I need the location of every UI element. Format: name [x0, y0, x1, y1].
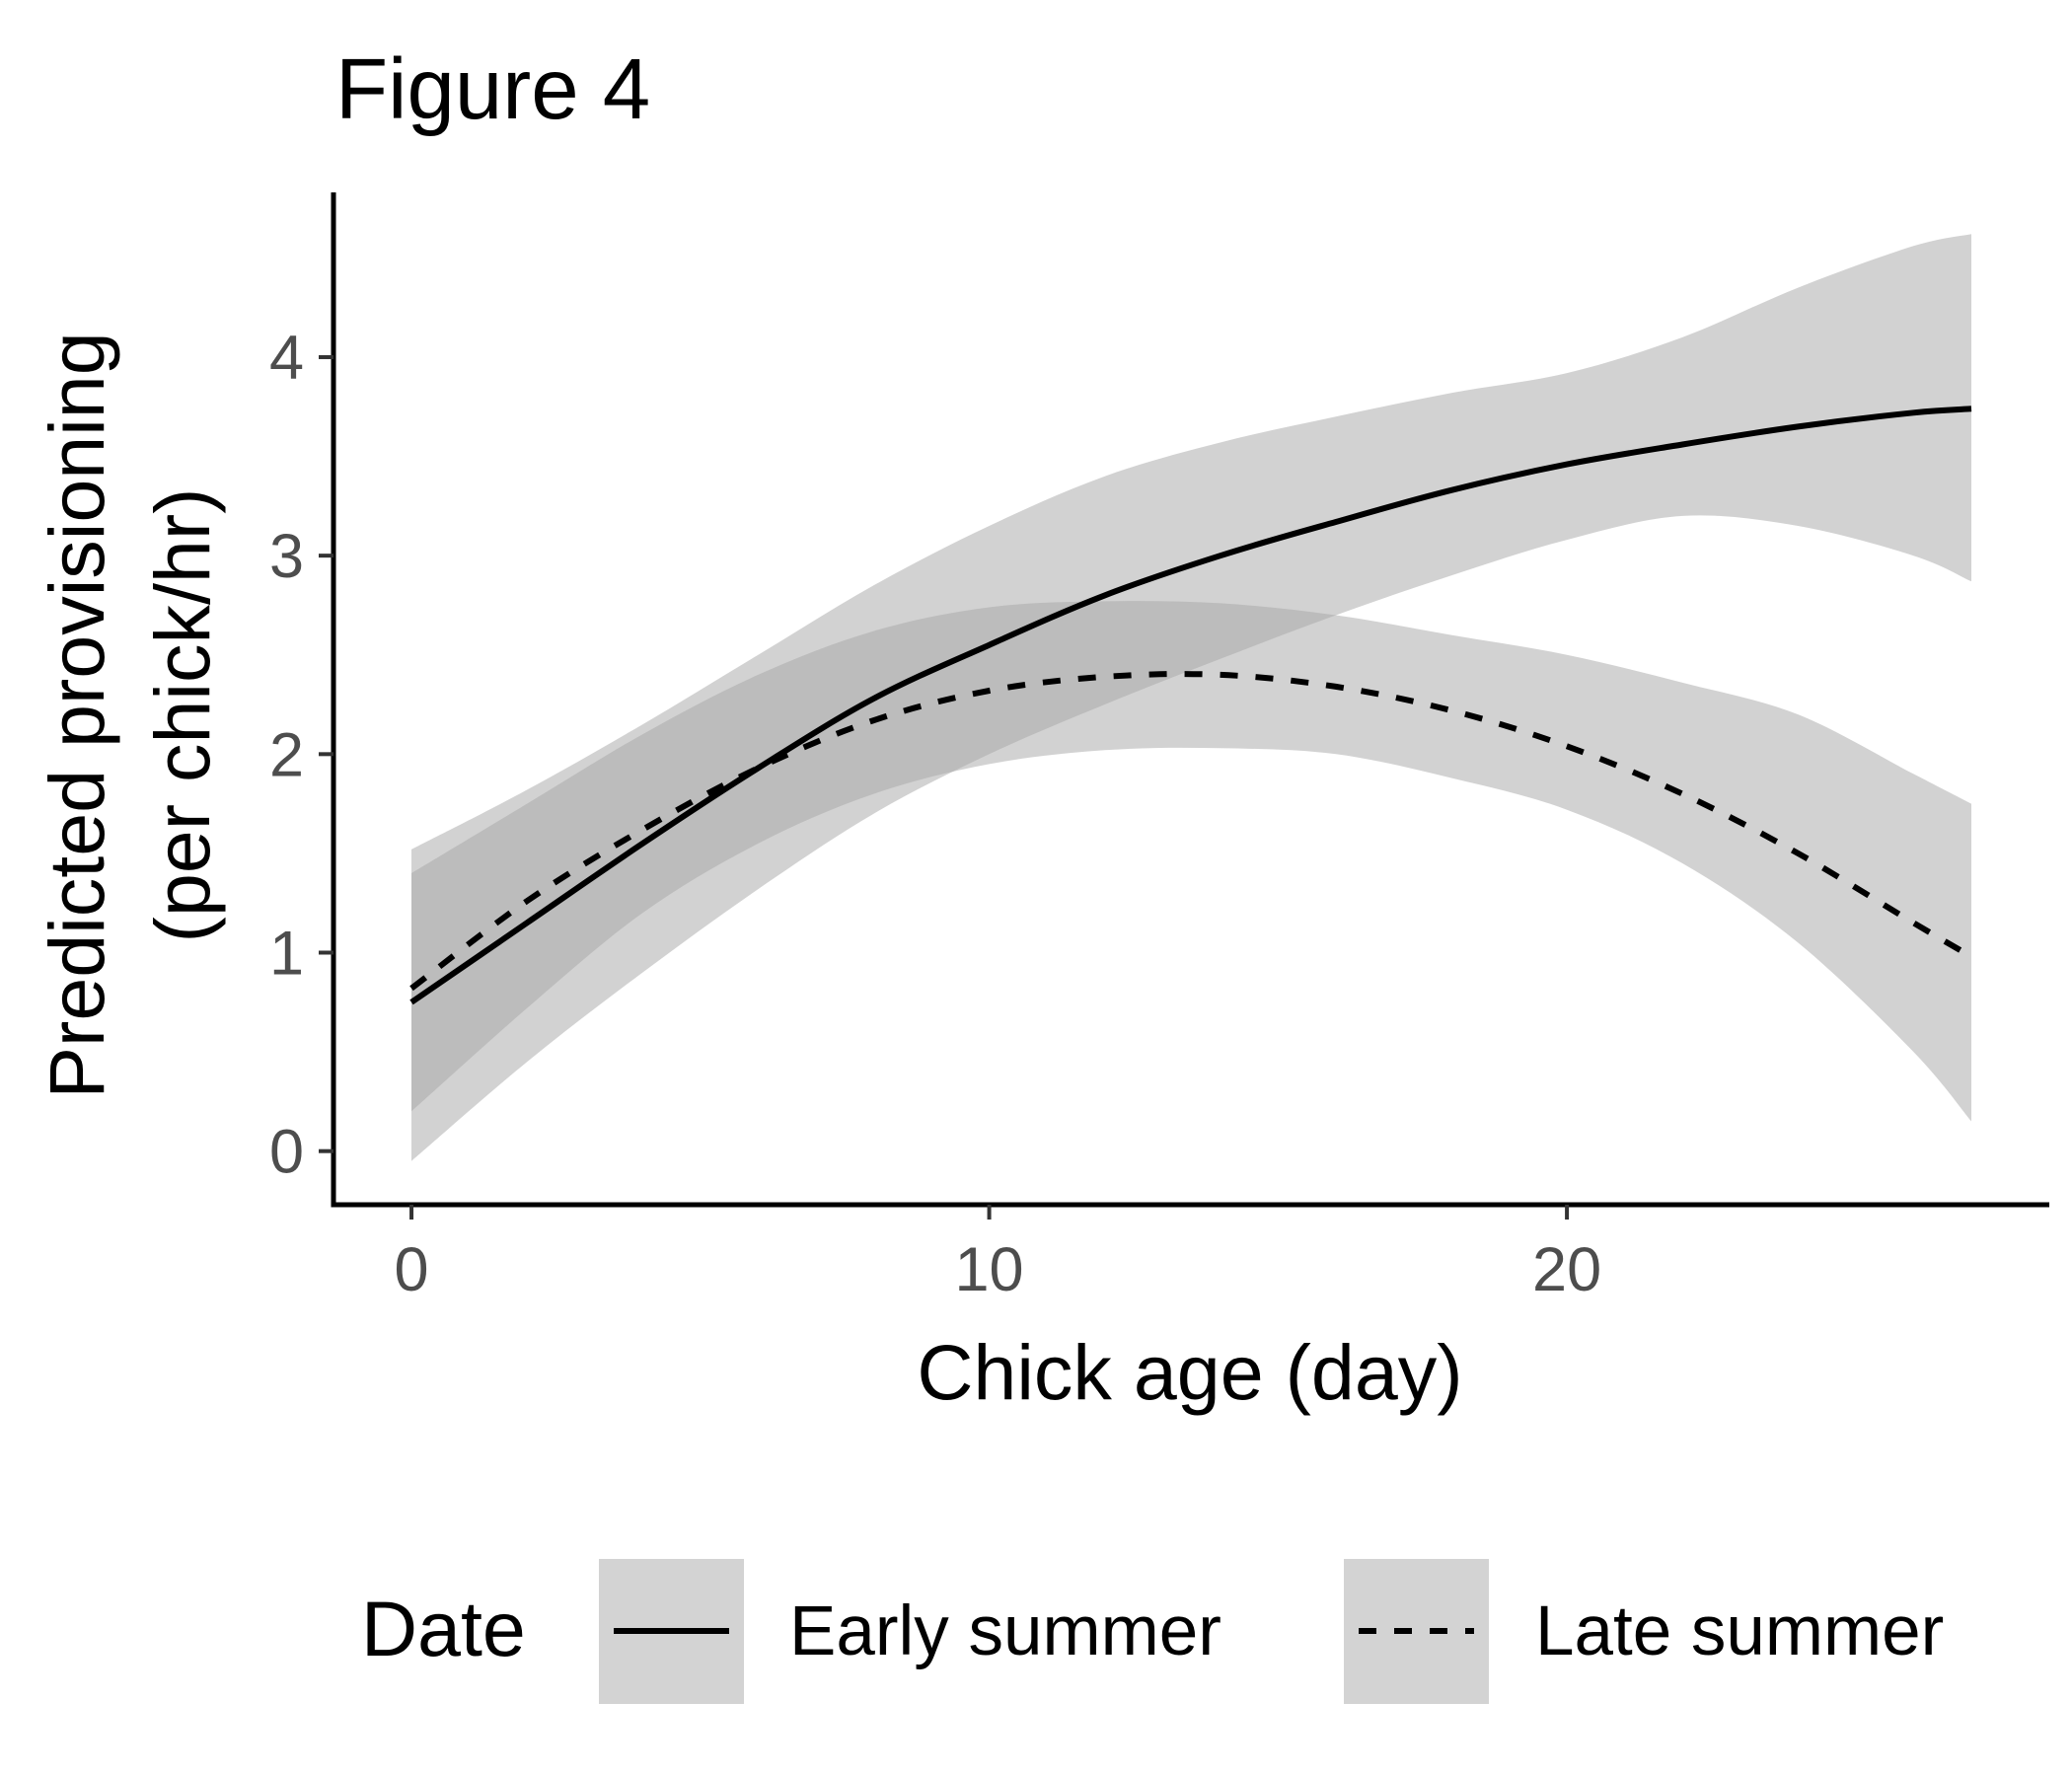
ticks: 0 10 20 0 1 2 3 4	[269, 324, 1601, 1304]
x-axis-title: Chick age (day)	[917, 1328, 1462, 1416]
y-axis-title: Predicted provisioning (per chick/hr)	[33, 332, 226, 1098]
y-tick-label: 0	[269, 1118, 304, 1187]
legend-label-early-summer: Early summer	[789, 1592, 1221, 1670]
legend: Date Early summer Late summer	[361, 1559, 1944, 1704]
y-tick-label: 2	[269, 720, 304, 789]
x-tick-label: 10	[955, 1235, 1024, 1304]
ribbon-late-summer	[411, 601, 1971, 1122]
y-tick-label: 3	[269, 522, 304, 591]
axes	[331, 192, 2049, 1208]
x-tick-label: 0	[395, 1235, 429, 1304]
line-early-summer	[409, 406, 1972, 1005]
legend-title: Date	[361, 1585, 526, 1672]
y-axis-title-line-2: (per chick/hr)	[138, 488, 226, 943]
ribbon-early-summer	[411, 234, 1971, 1161]
y-tick-label: 1	[269, 920, 304, 989]
legend-label-late-summer: Late summer	[1535, 1592, 1944, 1670]
line-late-summer	[409, 671, 1973, 992]
confidence-ribbons	[411, 234, 1971, 1161]
y-axis-title-line-1: Predicted provisioning	[33, 332, 120, 1098]
y-tick-label: 4	[269, 324, 304, 393]
chart-title: Figure 4	[335, 41, 650, 137]
x-tick-label: 20	[1532, 1235, 1601, 1304]
series-lines	[409, 406, 1973, 1005]
